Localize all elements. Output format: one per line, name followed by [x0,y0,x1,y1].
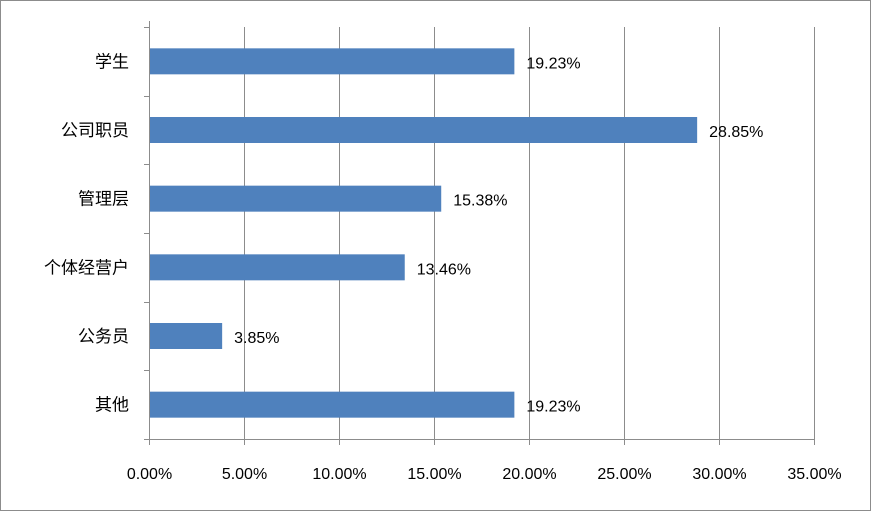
axes [144,21,815,445]
data-label: 28.85% [709,124,763,141]
category-label: 公司职员 [61,121,129,141]
x-tick-label: 20.00% [502,466,556,483]
bar [150,117,698,143]
bar [150,48,515,75]
bar [150,323,223,349]
x-tick-label: 5.00% [222,466,267,483]
bars [150,48,698,418]
x-tick-label: 35.00% [787,466,841,483]
x-tick-label: 15.00% [407,466,461,483]
category-label: 个体经营户 [44,258,129,278]
bar [150,391,515,418]
category-label: 学生 [95,52,129,72]
category-label: 公务员 [78,327,129,347]
category-label: 其他 [95,396,129,416]
data-label: 3.85% [234,330,279,347]
x-tick-label: 30.00% [692,466,746,483]
data-label: 19.23% [526,55,580,72]
data-labels: 19.23% 28.85% 15.38% 13.46% 3.85% 19.23% [234,55,763,415]
bar [150,185,442,212]
gridlines [244,27,815,439]
x-tick-labels: 0.00% 5.00% 10.00% 15.00% 20.00% 25.00% 30.00%… [127,466,842,483]
bar [150,254,405,281]
x-tick-label: 0.00% [127,466,172,483]
x-tick-label: 25.00% [597,466,651,483]
category-label: 管理层 [78,190,129,210]
data-label: 19.23% [526,399,580,416]
data-label: 15.38% [453,193,507,210]
data-label: 13.46% [417,261,471,278]
x-tick-label: 10.00% [312,466,366,483]
